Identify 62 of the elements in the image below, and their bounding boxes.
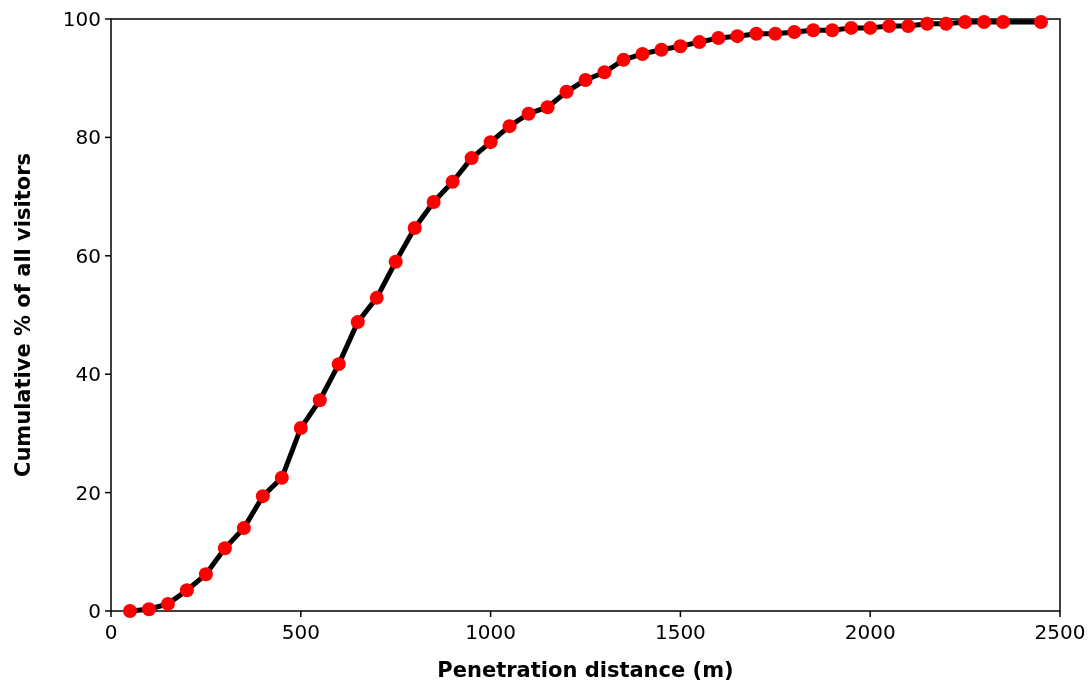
y-tick-label: 100: [62, 7, 101, 31]
point: [521, 106, 536, 121]
point: [711, 30, 726, 45]
y-tick-label: 60: [75, 243, 101, 268]
point: [958, 14, 973, 29]
point: [350, 315, 365, 330]
point: [616, 52, 631, 67]
point: [464, 151, 479, 166]
point: [122, 604, 137, 618]
point: [1034, 14, 1049, 29]
point: [312, 393, 327, 408]
point: [996, 14, 1011, 29]
point: [749, 26, 764, 41]
point: [141, 602, 156, 617]
point: [825, 23, 840, 38]
point: [274, 470, 289, 485]
y-tick-label: 40: [75, 362, 101, 387]
x-tick-label: 2000: [844, 620, 896, 644]
point: [160, 596, 175, 611]
point: [483, 135, 498, 150]
x-tick-label: 2500: [1034, 620, 1086, 644]
y-axis-title: Cumulative % of all visitors: [11, 152, 35, 478]
point: [388, 254, 403, 269]
x-tick-label: 500: [281, 620, 320, 644]
point: [255, 489, 270, 504]
point: [236, 521, 251, 536]
point: [844, 20, 859, 35]
point: [939, 16, 954, 31]
point: [806, 23, 821, 38]
point: [654, 42, 669, 57]
point: [692, 35, 707, 50]
y-tick-label: 20: [75, 480, 101, 505]
point: [369, 290, 384, 305]
point: [901, 19, 916, 34]
point: [407, 220, 422, 235]
point: [977, 14, 992, 29]
point: [540, 100, 555, 115]
point: [217, 541, 232, 556]
x-tick-label: 0: [104, 620, 118, 644]
point: [578, 72, 593, 87]
point: [863, 20, 878, 35]
point: [920, 16, 935, 31]
point: [331, 357, 346, 372]
point: [673, 39, 688, 54]
x-axis-title: Penetration distance (m): [437, 658, 734, 682]
point: [293, 421, 308, 436]
point: [730, 29, 745, 44]
x-tick-label: 1000: [465, 620, 517, 644]
point: [559, 84, 574, 99]
point: [597, 65, 612, 80]
point: [502, 119, 517, 134]
y-tick-label: 80: [75, 125, 101, 150]
x-tick-label: 1500: [654, 620, 706, 644]
point: [198, 567, 213, 582]
y-tick-label: 0: [88, 599, 101, 623]
point: [768, 26, 783, 41]
point: [787, 25, 802, 40]
point: [426, 194, 441, 209]
point: [445, 174, 460, 189]
point: [635, 46, 650, 61]
point: [882, 19, 897, 34]
point: [179, 583, 194, 598]
